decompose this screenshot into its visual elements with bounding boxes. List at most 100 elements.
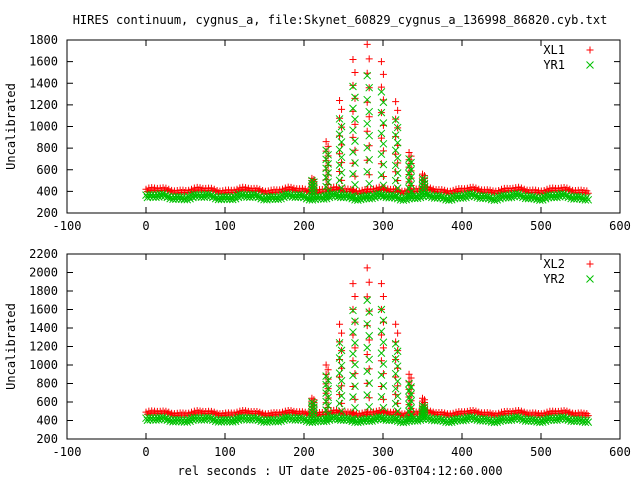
y-tick-label: 1800: [29, 33, 58, 47]
data-point: [362, 194, 371, 203]
data-point: [365, 308, 374, 316]
data-point: [405, 400, 413, 409]
data-point: [379, 98, 388, 107]
data-point: [227, 193, 236, 201]
data-point: [349, 306, 357, 315]
data-point: [520, 192, 529, 200]
data-point: [391, 116, 400, 124]
data-point: [499, 416, 507, 425]
data-point: [407, 158, 415, 167]
data-point: [322, 414, 330, 423]
data-point: [351, 120, 359, 128]
data-point: [377, 83, 385, 91]
data-point: [337, 392, 346, 400]
data-point: [288, 186, 296, 194]
data-point: [391, 146, 400, 155]
data-point: [351, 180, 359, 189]
data-point: [335, 161, 344, 169]
data-point: [446, 193, 455, 202]
data-point: [322, 173, 330, 182]
data-point: [172, 417, 180, 426]
data-point: [363, 391, 372, 399]
data-point: [204, 190, 213, 199]
data-point: [243, 409, 251, 417]
data-point: [241, 190, 250, 199]
data-point: [324, 376, 332, 385]
data-point: [324, 160, 332, 168]
data-point: [351, 292, 359, 300]
data-point: [393, 184, 402, 192]
data-point: [405, 148, 413, 156]
legend-label: YR1: [543, 58, 565, 72]
data-point: [337, 361, 346, 370]
data-point: [349, 81, 357, 89]
data-point: [324, 402, 332, 410]
data-point: [428, 409, 436, 417]
series-XL2: [142, 264, 592, 420]
data-point: [407, 411, 415, 419]
series-XL1: [142, 40, 592, 198]
legend-label: XL2: [543, 257, 565, 271]
data-point: [337, 138, 346, 146]
data-point: [337, 184, 346, 192]
data-point: [377, 171, 386, 179]
data-point: [523, 192, 531, 201]
data-point: [509, 190, 517, 199]
data-point: [363, 296, 372, 305]
data-point: [193, 190, 202, 199]
data-point: [407, 188, 415, 196]
data-point: [372, 190, 381, 198]
data-point: [322, 157, 330, 165]
data-point: [392, 320, 400, 328]
data-point: [365, 336, 373, 344]
data-point: [147, 190, 156, 199]
data-point: [522, 410, 530, 418]
data-point: [322, 399, 330, 407]
legend-label: YR2: [543, 272, 565, 286]
data-point: [365, 402, 374, 411]
data-point: [336, 97, 344, 105]
data-point: [407, 390, 415, 398]
data-point: [379, 344, 387, 352]
data-point: [407, 180, 415, 189]
data-point: [351, 318, 359, 326]
data-point: [464, 415, 473, 424]
data-point: [405, 162, 413, 171]
data-point: [506, 191, 514, 199]
y-tick-label: 1000: [29, 120, 58, 134]
data-point: [159, 190, 167, 198]
data-point: [457, 191, 466, 200]
x-tick-label: 400: [451, 219, 473, 233]
data-point: [363, 320, 372, 328]
data-point: [335, 130, 344, 139]
data-point: [584, 195, 593, 204]
data-point: [545, 191, 554, 199]
data-point: [365, 107, 374, 116]
data-point: [363, 414, 372, 423]
data-point: [439, 411, 447, 419]
data-point: [489, 193, 497, 202]
data-point: [338, 105, 346, 113]
data-point: [335, 115, 344, 123]
data-point: [393, 377, 402, 386]
data-point: [385, 416, 394, 425]
x-tick-label: 600: [609, 219, 631, 233]
data-point: [349, 170, 357, 178]
y-tick-label: 1800: [29, 284, 58, 298]
series-YR1: [142, 71, 593, 205]
data-point: [379, 181, 388, 190]
chart-title: HIRES continuum, cygnus_a, file:Skynet_6…: [73, 13, 608, 27]
data-point: [351, 339, 359, 347]
x-tick-label: 500: [530, 219, 552, 233]
data-point: [581, 196, 590, 204]
data-point: [339, 416, 348, 425]
data-point: [407, 374, 415, 382]
data-point: [149, 193, 157, 201]
data-point: [363, 95, 372, 104]
data-point: [379, 403, 388, 412]
data-point: [584, 418, 593, 427]
data-point: [460, 191, 469, 199]
data-point: [443, 194, 452, 202]
data-point: [351, 159, 359, 167]
data-point: [412, 192, 421, 200]
